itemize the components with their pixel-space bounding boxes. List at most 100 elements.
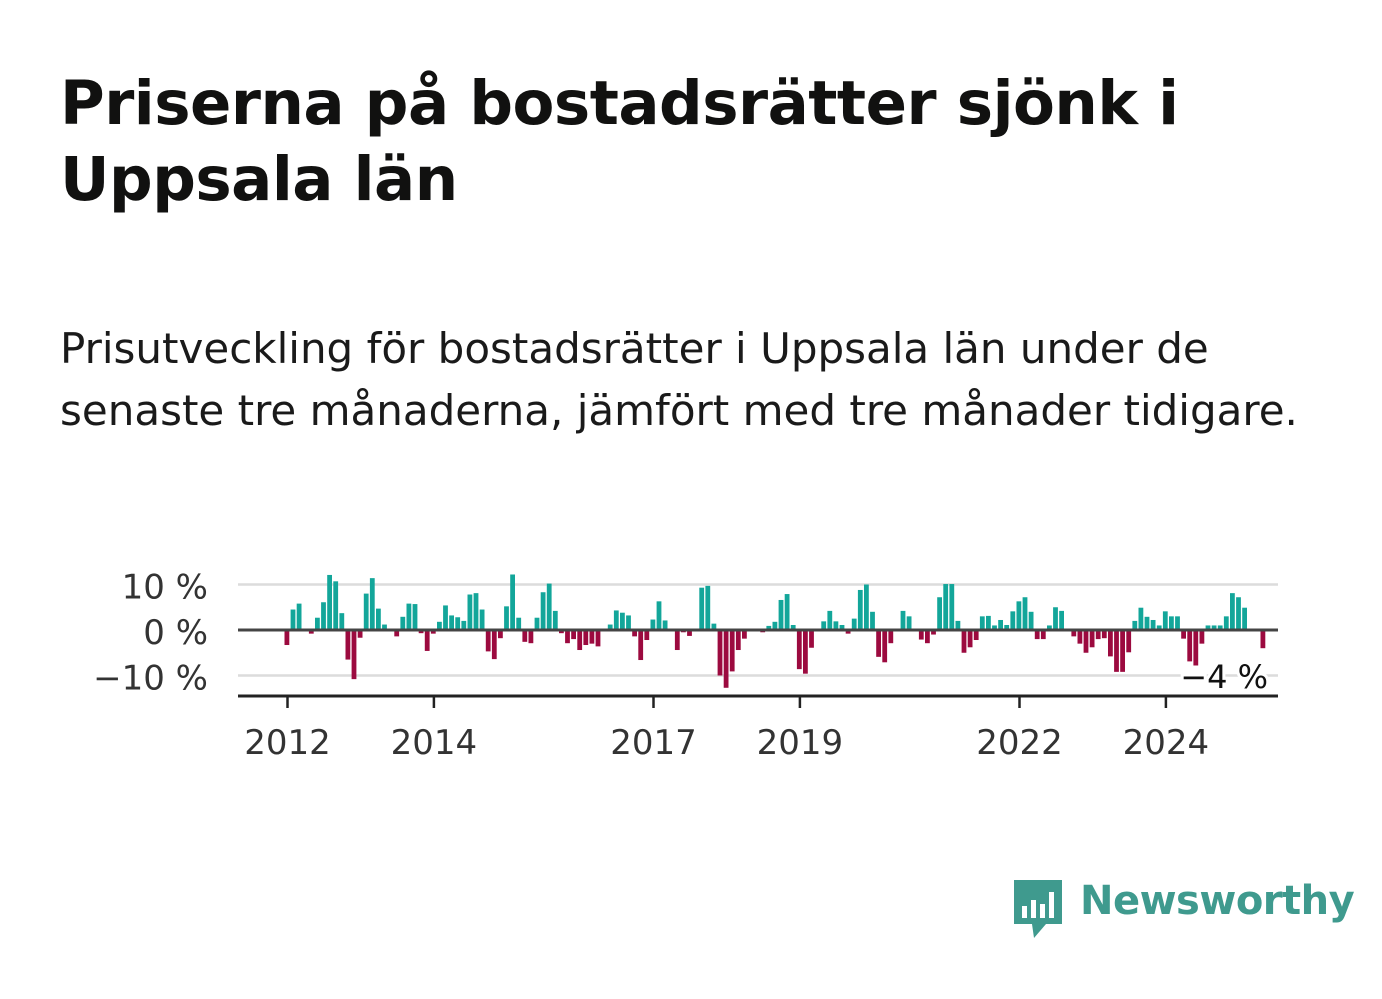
bar [1047, 625, 1052, 630]
bar [1126, 630, 1132, 653]
bar [589, 630, 595, 644]
bar [626, 615, 631, 630]
bar [595, 630, 601, 647]
x-tick-label: 2024 [1123, 723, 1210, 763]
bar [742, 630, 747, 639]
bar [900, 610, 906, 630]
bar [284, 630, 290, 646]
bar [1077, 630, 1083, 644]
bar [546, 583, 552, 630]
bar [1230, 593, 1235, 630]
bar [998, 619, 1003, 630]
bar [565, 630, 570, 644]
bar [534, 617, 540, 630]
bar [516, 617, 522, 630]
y-tick-label: 10 % [122, 568, 208, 608]
bar [424, 630, 430, 651]
bar [1175, 616, 1180, 630]
bar [632, 630, 637, 637]
bar [839, 624, 845, 630]
bar [308, 630, 314, 634]
bar [662, 620, 668, 630]
bar [961, 630, 967, 653]
bar [766, 625, 772, 630]
newsworthy-logo-icon [1014, 880, 1062, 938]
x-tick-label: 2017 [610, 723, 697, 763]
bar [296, 603, 302, 630]
bar [412, 604, 418, 630]
bar [473, 593, 479, 630]
bar [449, 615, 454, 630]
bar [1034, 630, 1040, 640]
bar [461, 620, 467, 630]
bar [1205, 625, 1211, 630]
bar [650, 619, 656, 630]
bar [1162, 611, 1168, 630]
bar [455, 617, 461, 630]
bar [443, 605, 448, 630]
bar [510, 574, 515, 630]
bar [687, 630, 692, 636]
bar [1199, 630, 1205, 644]
last-value-label: −4 % [1180, 658, 1268, 696]
bar [821, 621, 827, 630]
bar [888, 630, 894, 644]
bar [1120, 630, 1125, 672]
bar [620, 612, 625, 630]
bar [882, 630, 888, 663]
bar [345, 630, 351, 660]
y-tick-label: −10 % [93, 659, 208, 699]
bar [1053, 607, 1058, 630]
bar [577, 630, 583, 651]
bar [778, 599, 784, 630]
bar [851, 618, 857, 630]
bar [1101, 630, 1107, 639]
bar [290, 609, 296, 630]
bar [827, 610, 833, 630]
bar [363, 593, 369, 630]
bar [540, 592, 546, 630]
bar [790, 624, 796, 630]
bar [644, 630, 650, 641]
bar [638, 630, 644, 661]
bar [973, 630, 979, 641]
bar [339, 613, 345, 630]
brand-name: Newsworthy [1080, 878, 1355, 924]
bar [931, 630, 936, 635]
bar [315, 617, 320, 630]
bar [400, 616, 406, 630]
bar [1083, 630, 1089, 653]
bar [864, 584, 869, 630]
bar [552, 610, 558, 630]
bar [992, 625, 997, 630]
bar [845, 630, 851, 634]
chart-title: Priserna på bostadsrätter sjönk i Uppsal… [60, 68, 1179, 215]
bar [394, 630, 400, 637]
bar [485, 630, 491, 652]
bar [967, 630, 973, 648]
bar [357, 630, 363, 638]
bar [1193, 630, 1199, 666]
bar [333, 581, 339, 630]
x-tick-label: 2014 [391, 723, 478, 763]
bar [1169, 616, 1174, 630]
y-tick-label: 0 % [143, 613, 208, 653]
bar [943, 584, 949, 630]
bar [1144, 616, 1150, 630]
bar [729, 630, 735, 672]
bar [1150, 619, 1156, 630]
bar [876, 630, 881, 657]
bar [809, 630, 814, 648]
bar [1059, 610, 1064, 630]
bar [979, 616, 985, 630]
bar [1132, 620, 1138, 630]
bar [772, 621, 778, 630]
bar [937, 597, 942, 630]
bar [382, 624, 387, 630]
bar [1004, 624, 1010, 630]
bar [1016, 601, 1022, 630]
bar [723, 630, 729, 688]
bar [1095, 630, 1101, 640]
bar [674, 630, 680, 651]
bar [1022, 597, 1028, 630]
